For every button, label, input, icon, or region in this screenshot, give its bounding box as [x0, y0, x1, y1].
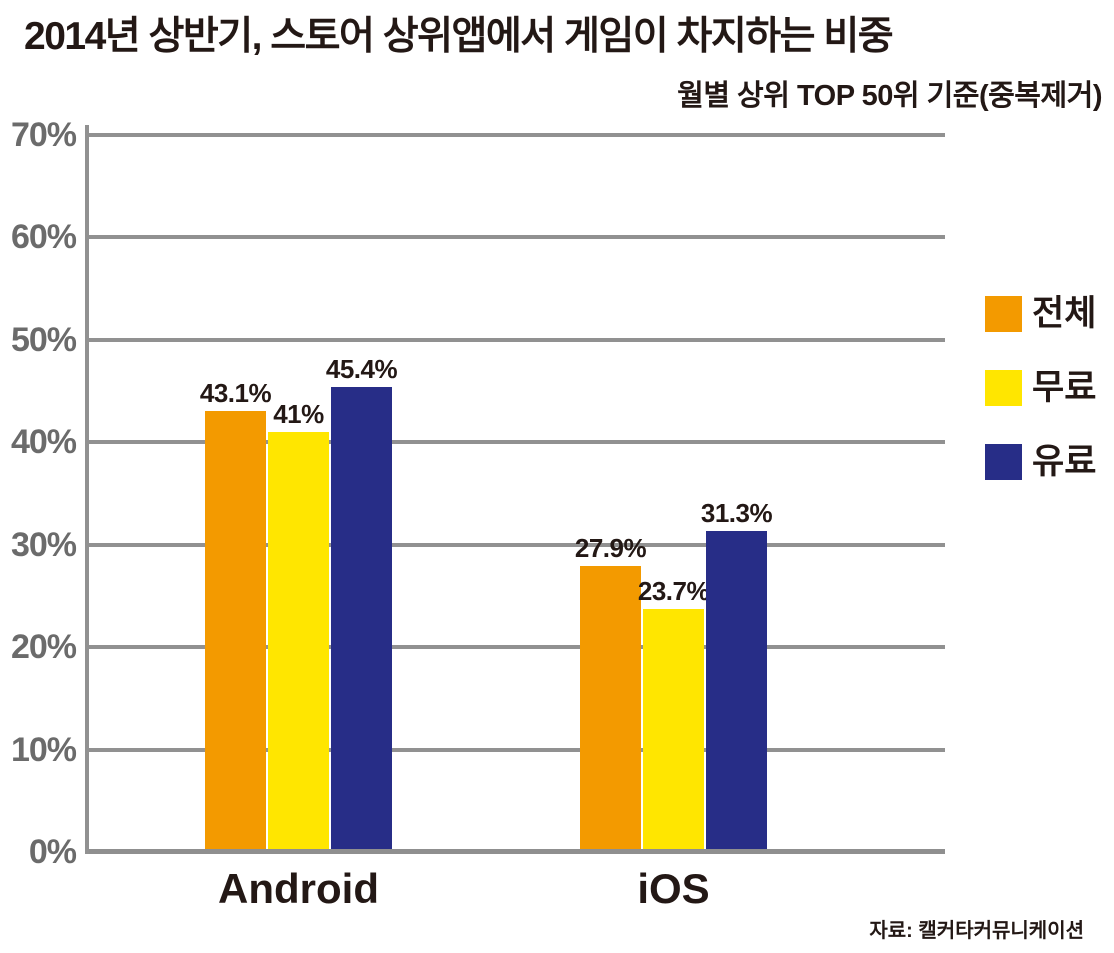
source-note: 자료: 캘커타커뮤니케이션	[869, 920, 1084, 942]
bar-value-label-iOS-무료: 23.7%	[637, 576, 710, 607]
bar-Android-무료: 41%	[268, 399, 329, 852]
y-tick-label-60: 60%	[10, 218, 77, 257]
bar-value-label-iOS-유료: 31.3%	[700, 498, 773, 529]
chart-subtitle: 월별 상위 TOP 50위 기준(중복제거)	[677, 80, 1102, 112]
y-tick-label-30: 30%	[10, 525, 77, 564]
gridline-30	[85, 542, 945, 547]
y-axis-line	[85, 125, 89, 854]
y-tick-label-20: 20%	[10, 628, 77, 667]
x-axis-label-iOS: iOS	[637, 865, 710, 912]
legend-label-전체: 전체	[1032, 294, 1097, 333]
legend-row-유료: 유료	[985, 444, 1096, 480]
bar-value-label-Android-유료: 45.4%	[325, 353, 398, 384]
bar-iOS-유료: 31.3%	[701, 498, 773, 852]
y-tick-label-10: 10%	[10, 730, 77, 769]
bar-iOS-무료: 23.7%	[638, 576, 710, 852]
chart-title: 2014년 상반기, 스토어 상위앱에서 게임이 차지하는 비중	[24, 15, 894, 58]
gridline-10	[85, 747, 945, 752]
bar-value-label-iOS-전체: 27.9%	[574, 533, 647, 564]
legend-label-무료: 무료	[1032, 368, 1097, 407]
plot-area: 43.1% 41% 45.4% 27.9% 23.7% 31.3%	[85, 133, 945, 854]
legend-swatch-전체	[985, 296, 1022, 332]
bar-value-label-Android-무료: 41%	[273, 399, 324, 430]
x-axis-baseline	[85, 849, 945, 854]
bar-group-Android: 43.1% 41% 45.4%	[200, 354, 398, 852]
gridline-70	[85, 133, 945, 137]
y-tick-label-70: 70%	[10, 116, 77, 154]
legend-row-전체: 전체	[985, 296, 1096, 332]
bar-value-label-Android-전체: 43.1%	[199, 377, 272, 408]
gridline-40	[85, 440, 945, 445]
x-axis-label-Android: Android	[218, 865, 379, 912]
y-tick-label-40: 40%	[10, 423, 77, 462]
bar-Android-전체: 43.1%	[200, 378, 272, 852]
legend-label-유료: 유료	[1032, 442, 1097, 481]
gridline-20	[85, 645, 945, 650]
legend-swatch-유료	[985, 444, 1022, 480]
y-tick-label-0: 0%	[28, 833, 77, 871]
legend-row-무료: 무료	[985, 370, 1096, 406]
bar-iOS-전체: 27.9%	[575, 533, 647, 852]
gridline-60	[85, 235, 945, 240]
y-tick-label-50: 50%	[10, 320, 77, 359]
legend-swatch-무료	[985, 370, 1022, 406]
bar-Android-유료: 45.4%	[326, 354, 398, 852]
bar-group-iOS: 27.9% 23.7% 31.3%	[575, 498, 773, 852]
gridline-50	[85, 337, 945, 342]
